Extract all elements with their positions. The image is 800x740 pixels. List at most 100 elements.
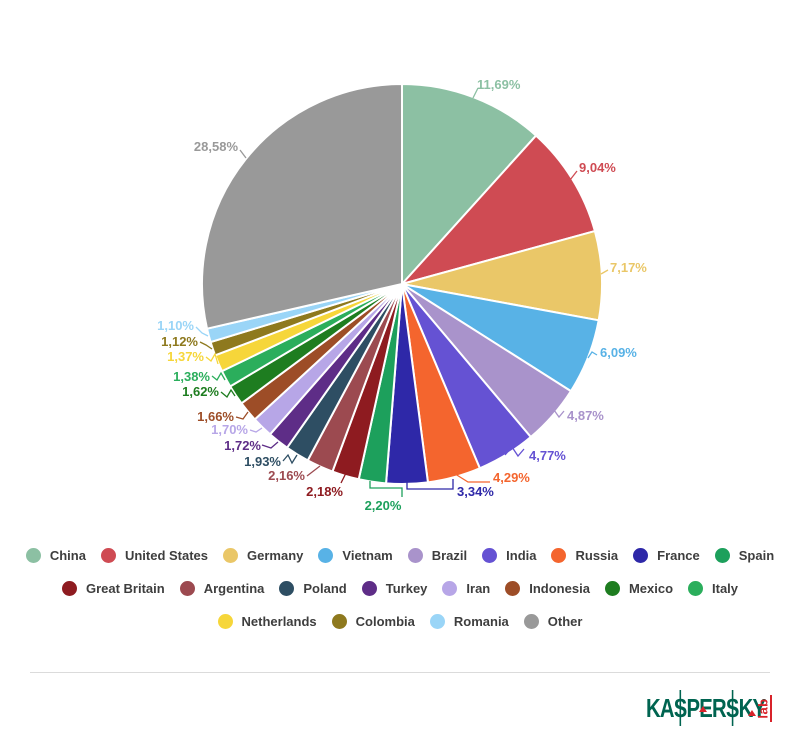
legend-marker-mexico (604, 581, 620, 596)
legend-item-vietnam: Vietnam (318, 548, 393, 563)
footer-divider (30, 672, 770, 673)
kaspersky-logo: KASPERSKY lab (646, 690, 772, 726)
legend-item-colombia: Colombia (331, 614, 415, 629)
legend-row: China United States Germany Vietnam Brazil In… (25, 548, 775, 563)
legend-item-china: China (25, 548, 86, 563)
slice-label-mexico: 1,62% (182, 384, 219, 399)
kaspersky-wordmark: KASPERSKY (646, 690, 766, 726)
legend-item-italy: Italy (688, 581, 738, 596)
label-connector-iran (249, 427, 263, 433)
slice-label-spain: 2,20% (365, 498, 402, 513)
slice-label-iran: 1,70% (211, 422, 248, 437)
legend-marker-colombia (331, 614, 347, 629)
slice-label-turkey: 1,72% (224, 438, 261, 453)
slice-label-brazil: 4,87% (567, 408, 604, 423)
legend-item-argentina: Argentina (179, 581, 264, 596)
slice-label-france: 3,34% (457, 484, 494, 499)
legend-marker-russia (551, 548, 567, 563)
slice-labels-group: 11,69% 9,04% 7,17% 6,09% 4,87% 4,77% 4,29%3,34… (157, 77, 647, 513)
slice-label-vietnam: 6,09% (600, 345, 637, 360)
label-connector-india (504, 445, 525, 458)
legend-label-brazil: Brazil (431, 548, 468, 563)
legend-item-netherlands: Netherlands (217, 614, 317, 629)
label-connector-romania (195, 326, 209, 337)
legend-marker-italy (688, 581, 704, 596)
pie-slices-group (200, 83, 603, 485)
label-connector-china (472, 87, 479, 99)
legend-item-poland: Poland (279, 581, 347, 596)
legend-item-iran: Iran (442, 581, 490, 596)
legend-label-great-britain: Great Britain (85, 581, 165, 596)
pie-chart: 11,69% 9,04% 7,17% 6,09% 4,87% 4,77% 4,29%3,34… (157, 77, 647, 513)
label-connector-united-states (569, 170, 578, 181)
legend-marker-germany (223, 548, 239, 563)
pie-slice-other (200, 83, 403, 330)
label-connector-colombia (199, 341, 213, 350)
logo-triangle-icon (699, 706, 707, 712)
legend-label-china: China (49, 548, 86, 563)
legend-marker-poland (279, 581, 295, 596)
legend-label-netherlands: Netherlands (241, 614, 317, 629)
legend-label-india: India (506, 548, 537, 563)
legend-label-mexico: Mexico (628, 581, 674, 596)
label-connector-indonesia (235, 411, 249, 420)
legend-label-other: Other (547, 614, 583, 629)
legend-marker-netherlands (217, 614, 233, 629)
legend-item-brazil: Brazil (407, 548, 468, 563)
legend-marker-brazil (407, 548, 423, 563)
label-connector-poland (282, 453, 298, 465)
legend-item-romania: Romania (429, 614, 509, 629)
logo-triangle-icon (748, 710, 756, 716)
chart-legend: China United States Germany Vietnam Brazil In… (0, 548, 800, 629)
kaspersky-lab-label: lab (755, 698, 771, 719)
label-connector-italy (211, 371, 226, 381)
legend-label-colombia: Colombia (355, 614, 415, 629)
legend-item-other: Other (523, 614, 583, 629)
legend-item-mexico: Mexico (604, 581, 674, 596)
legend-marker-indonesia (505, 581, 521, 596)
slice-label-great-britain: 2,18% (306, 484, 343, 499)
legend-marker-turkey (361, 581, 377, 596)
legend-marker-china (25, 548, 41, 563)
legend-marker-other (523, 614, 539, 629)
legend-label-united-states: United States (124, 548, 209, 563)
label-connector-turkey (261, 441, 279, 449)
slice-label-united-states: 9,04% (579, 160, 616, 175)
legend-item-india: India (482, 548, 536, 563)
label-connector-germany (600, 269, 609, 275)
slice-label-russia: 4,29% (493, 470, 530, 485)
slice-label-netherlands: 1,37% (167, 349, 204, 364)
legend-label-france: France (657, 548, 700, 563)
stylized-s-glyph: S (725, 690, 739, 726)
legend-marker-spain (714, 548, 730, 563)
label-connector-russia (451, 471, 490, 483)
label-connector-spain (369, 481, 403, 497)
stylized-s-glyph: S (673, 690, 687, 726)
legend-marker-united-states (100, 548, 116, 563)
legend-item-indonesia: Indonesia (505, 581, 590, 596)
legend-item-united-states: United States (100, 548, 209, 563)
legend-label-poland: Poland (303, 581, 347, 596)
legend-label-turkey: Turkey (385, 581, 428, 596)
label-connector-argentina (306, 465, 321, 477)
label-connector-other (239, 149, 247, 159)
slice-label-poland: 1,93% (244, 454, 281, 469)
legend-marker-argentina (179, 581, 195, 596)
legend-marker-iran (442, 581, 458, 596)
label-connector-netherlands (205, 352, 219, 365)
legend-label-germany: Germany (247, 548, 304, 563)
legend-marker-vietnam (318, 548, 334, 563)
slice-label-romania: 1,10% (157, 318, 194, 333)
label-connector-great-britain (340, 470, 348, 484)
label-connector-france (406, 479, 454, 490)
slice-label-italy: 1,38% (173, 369, 210, 384)
slice-label-indonesia: 1,66% (197, 409, 234, 424)
legend-label-italy: Italy (712, 581, 739, 596)
legend-row: Netherlands Colombia Romania Other (217, 614, 583, 629)
legend-label-vietnam: Vietnam (342, 548, 393, 563)
logo-red-bar (769, 695, 772, 722)
legend-label-spain: Spain (738, 548, 775, 563)
legend-marker-great-britain (61, 581, 77, 596)
legend-item-great-britain: Great Britain (61, 581, 165, 596)
